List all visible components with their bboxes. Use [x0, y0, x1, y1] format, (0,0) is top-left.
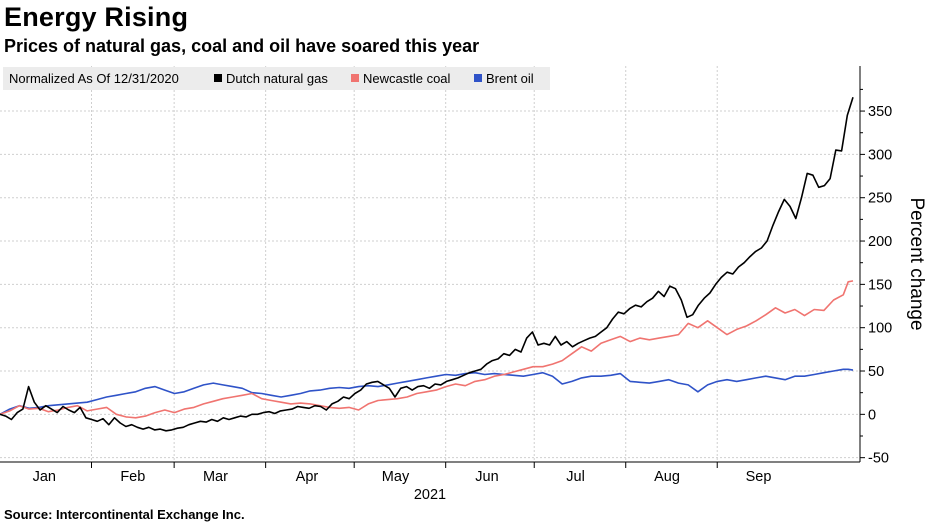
x-ticks: Jan Feb Mar Apr May Jun Jul Aug Sep — [33, 462, 772, 485]
y-axis-label: Percent change — [906, 197, 927, 330]
x-tick-label: Jan — [33, 469, 56, 485]
chart-title: Energy Rising — [4, 2, 189, 32]
y-tick-label: -50 — [868, 451, 889, 467]
y-tick-label: 250 — [868, 191, 892, 207]
x-tick-label: Feb — [120, 469, 145, 485]
y-tick-label: 300 — [868, 147, 892, 163]
x-tick-label: Jun — [475, 469, 498, 485]
x-axis-label: 2021 — [414, 487, 446, 503]
series-line-dutch-natural-gas — [0, 96, 854, 432]
legend-swatch-brent-oil — [474, 74, 482, 82]
legend-swatch-newcastle-coal — [351, 74, 359, 82]
y-tick-label: 150 — [868, 277, 892, 293]
series-line-newcastle-coal — [0, 280, 854, 419]
legend: Normalized As Of 12/31/2020 Dutch natura… — [3, 67, 550, 90]
y-tick-label: 0 — [868, 407, 876, 423]
x-tick-label: Aug — [654, 469, 680, 485]
y-ticks: -50 0 50 100 150 200 250 300 350 — [860, 88, 892, 467]
y-tick-label: 50 — [868, 364, 884, 380]
legend-background — [3, 67, 550, 90]
y-tick-label: 350 — [868, 104, 892, 120]
x-tick-label: Sep — [746, 469, 772, 485]
series-line-brent-oil — [0, 368, 854, 416]
chart-subtitle: Prices of natural gas, coal and oil have… — [4, 36, 480, 56]
legend-title: Normalized As Of 12/31/2020 — [9, 71, 179, 86]
x-tick-label: Apr — [296, 469, 319, 485]
legend-swatch-dutch-natural-gas — [214, 74, 222, 82]
grid-lines — [0, 66, 860, 462]
y-tick-label: 100 — [868, 321, 892, 337]
legend-label-newcastle-coal: Newcastle coal — [363, 71, 451, 86]
x-tick-label: Mar — [203, 469, 228, 485]
x-tick-label: Jul — [566, 469, 585, 485]
y-tick-label: 200 — [868, 234, 892, 250]
legend-label-dutch-natural-gas: Dutch natural gas — [226, 71, 328, 86]
legend-label-brent-oil: Brent oil — [486, 71, 534, 86]
source-note: Source: Intercontinental Exchange Inc. — [4, 507, 245, 522]
axes — [0, 66, 861, 463]
series-lines — [0, 96, 854, 432]
x-tick-label: May — [382, 469, 410, 485]
